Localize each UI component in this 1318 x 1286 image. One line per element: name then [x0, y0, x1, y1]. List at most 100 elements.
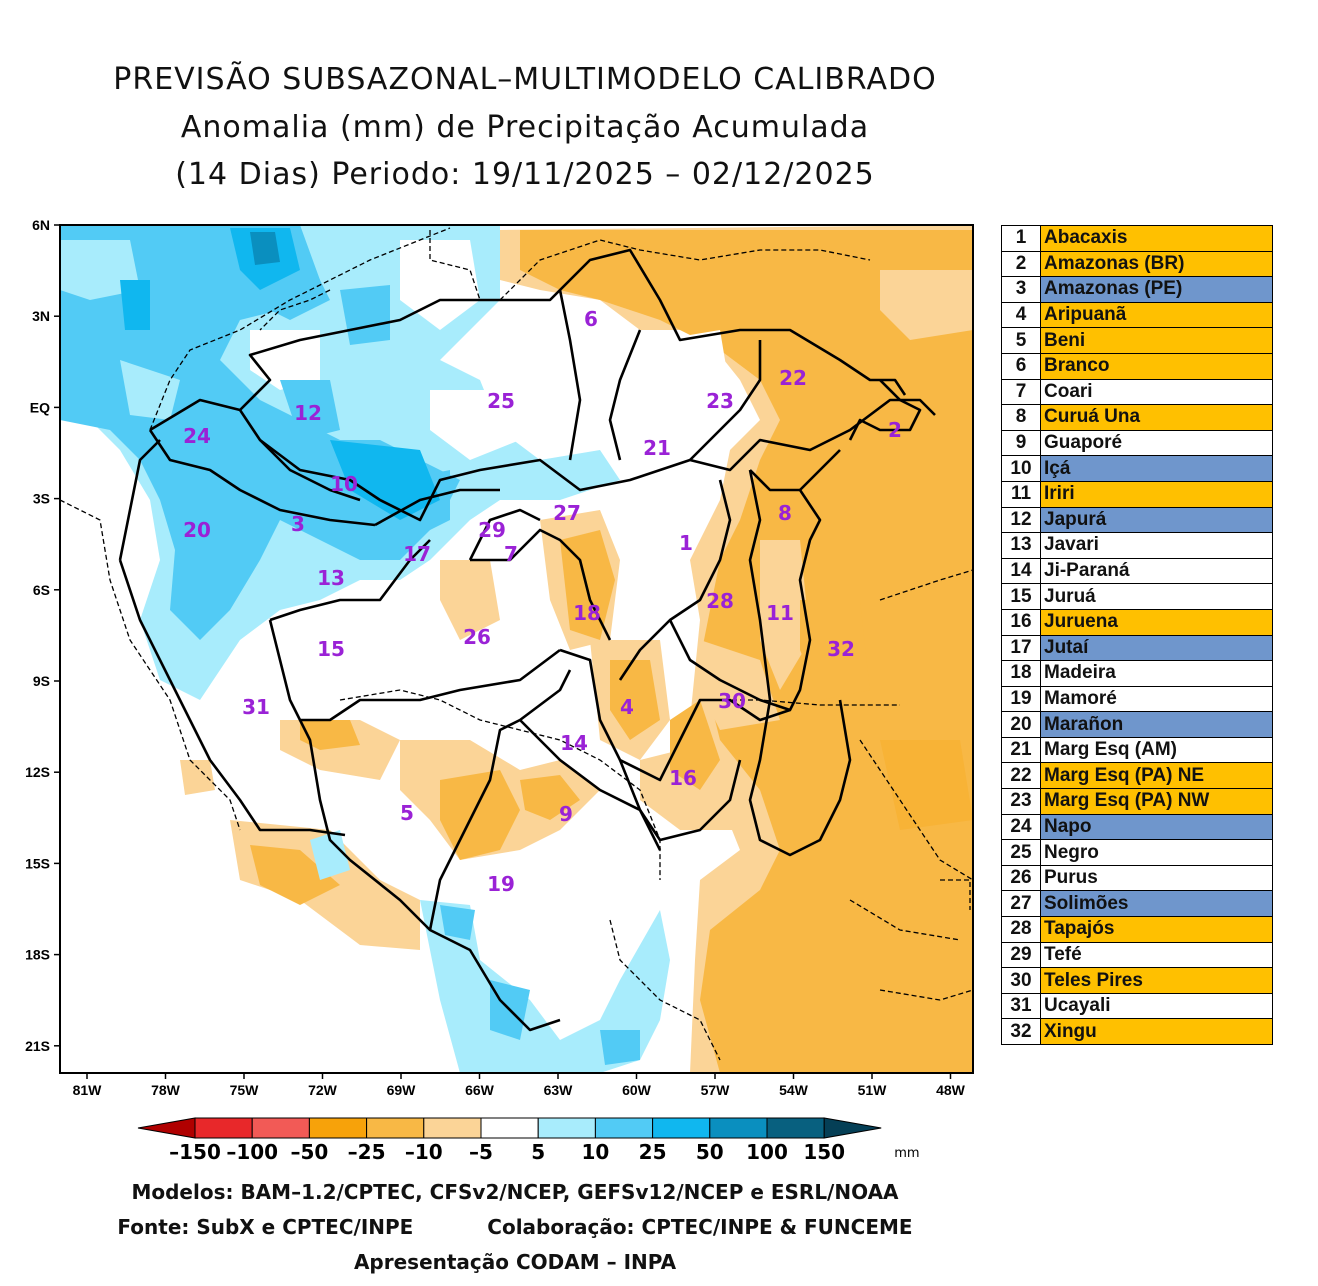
- legend-basin-name: Amazonas (PE): [1040, 276, 1273, 303]
- legend-number: 32: [1001, 1018, 1041, 1045]
- lat-label: 18S: [25, 947, 50, 963]
- legend-number: 30: [1001, 967, 1041, 994]
- legend-basin-name: Marg Esq (AM): [1040, 736, 1273, 764]
- basin-label-6: 6: [584, 307, 598, 331]
- colorbar-tick-label: 100: [746, 1140, 788, 1164]
- basin-number-labels: 1234567891011121314151617181920212223242…: [183, 307, 902, 896]
- lon-label: 51W: [858, 1082, 888, 1098]
- credits-collab: Colaboração: CPTEC/INPE & FUNCEME: [487, 1215, 913, 1239]
- legend-basin-name: Branco: [1040, 352, 1273, 380]
- basin-label-13: 13: [317, 566, 345, 590]
- legend-number: 10: [1001, 455, 1041, 482]
- legend-basin-name: Iriri: [1040, 480, 1273, 508]
- legend-number: 19: [1001, 685, 1041, 713]
- legend-row: 24 Napo: [1001, 813, 1273, 841]
- basin-label-27: 27: [553, 501, 581, 525]
- basin-label-9: 9: [559, 802, 573, 826]
- lat-label: 6N: [32, 217, 50, 233]
- legend-number: 9: [1001, 429, 1041, 457]
- legend-basin-name: Marg Esq (PA) NW: [1040, 788, 1273, 815]
- colorbar-tick-label: –10: [405, 1140, 443, 1164]
- longitude-axis: 81W 78W 75W 72W 69W 66W 63W 60W 57W 54W 51W 48W: [73, 1073, 966, 1098]
- legend-row: 14 Ji-Paraná: [1001, 557, 1273, 585]
- legend-number: 15: [1001, 583, 1041, 610]
- legend-row: 26 Purus: [1001, 864, 1273, 892]
- lon-label: 78W: [151, 1082, 181, 1098]
- legend-basin-name: Marg Esq (PA) NE: [1040, 762, 1273, 790]
- basin-boundaries: [118, 248, 936, 1032]
- colorbar-segment: [652, 1117, 711, 1139]
- legend-basin-name: Coari: [1040, 378, 1273, 406]
- legend-row: 1 Abacaxis: [1001, 225, 1273, 252]
- legend-basin-name: Beni: [1040, 327, 1273, 354]
- legend-number: 12: [1001, 506, 1041, 534]
- lat-label: EQ: [30, 399, 50, 415]
- legend-number: 7: [1001, 378, 1041, 406]
- basin-label-16: 16: [669, 766, 697, 790]
- basin-label-17: 17: [403, 542, 431, 566]
- title-line-3: (14 Dias) Periodo: 19/11/2025 – 02/12/20…: [175, 157, 875, 192]
- colorbar-tick-label: 5: [531, 1140, 545, 1164]
- lat-label: 3N: [32, 308, 50, 324]
- colorbar-tick-label: –150: [169, 1140, 221, 1164]
- basin-legend-table: 1 Abacaxis 2 Amazonas (BR) 3 Amazonas (PE) 4 Ar…: [1001, 225, 1273, 1045]
- legend-number: 3: [1001, 276, 1041, 303]
- legend-basin-name: Marañon: [1040, 711, 1273, 738]
- lon-label: 66W: [465, 1082, 495, 1098]
- lat-label: 9S: [33, 673, 50, 689]
- legend-row: 32 Xingu: [1001, 1018, 1273, 1045]
- basin-label-23: 23: [706, 389, 734, 413]
- lon-label: 75W: [230, 1082, 260, 1098]
- title-line-2: Anomalia (mm) de Precipitação Acumulada: [180, 110, 870, 145]
- legend-number: 17: [1001, 634, 1041, 662]
- basin-label-14: 14: [560, 731, 588, 755]
- credits-source-collab: Fonte: SubX e CPTEC/INPE Colaboração: CP…: [0, 1215, 1030, 1239]
- legend-row: 17 Jutaí: [1001, 634, 1273, 662]
- colorbar-segment: [766, 1117, 825, 1139]
- basin-label-22: 22: [779, 366, 807, 390]
- legend-row: 12 Japurá: [1001, 506, 1273, 534]
- basin-label-28: 28: [706, 589, 734, 613]
- legend-basin-name: Tapajós: [1040, 916, 1273, 943]
- lon-label: 69W: [387, 1082, 417, 1098]
- legend-basin-name: Abacaxis: [1040, 225, 1273, 252]
- map-frame: [59, 224, 974, 1074]
- legend-number: 2: [1001, 250, 1041, 278]
- lat-label: 6S: [33, 582, 50, 598]
- colorbar-tick-label: –25: [348, 1140, 386, 1164]
- colorbar-tick-label: 25: [639, 1140, 667, 1164]
- legend-basin-name: Juruá: [1040, 583, 1273, 610]
- colorbar-tick-label: –50: [290, 1140, 328, 1164]
- basin-label-26: 26: [463, 625, 491, 649]
- legend-number: 29: [1001, 941, 1041, 969]
- basin-label-7: 7: [504, 542, 518, 566]
- legend-row: 4 Aripuanã: [1001, 301, 1273, 329]
- legend-number: 16: [1001, 608, 1041, 636]
- country-boundaries: [60, 227, 973, 1061]
- basin-label-5: 5: [400, 801, 414, 825]
- basin-label-18: 18: [573, 601, 601, 625]
- basin-label-21: 21: [643, 436, 671, 460]
- legend-row: 13 Javari: [1001, 532, 1273, 559]
- legend-number: 11: [1001, 480, 1041, 508]
- legend-row: 30 Teles Pires: [1001, 967, 1273, 994]
- legend-basin-name: Ji-Paraná: [1040, 557, 1273, 585]
- legend-basin-name: Purus: [1040, 864, 1273, 892]
- colorbar-segment: [308, 1117, 368, 1139]
- colorbar-segment: [709, 1117, 768, 1139]
- legend-basin-name: Guaporé: [1040, 429, 1273, 457]
- colorbar-tick-label: 10: [581, 1140, 609, 1164]
- colorbar-unit: mm: [894, 1146, 919, 1161]
- legend-basin-name: Tefé: [1040, 941, 1273, 969]
- basin-label-29: 29: [478, 518, 506, 542]
- lon-label: 72W: [308, 1082, 338, 1098]
- legend-row: 7 Coari: [1001, 378, 1273, 406]
- credits-models: Modelos: BAM–1.2/CPTEC, CFSv2/NCEP, GEFS…: [131, 1180, 899, 1204]
- legend-number: 28: [1001, 916, 1041, 943]
- lat-label: 12S: [25, 764, 50, 780]
- latitude-axis: 6N 3N EQ 3S 6S 9S 12S 15S 18S 21S: [25, 217, 60, 1054]
- legend-basin-name: Mamoré: [1040, 685, 1273, 713]
- lon-label: 48W: [936, 1082, 966, 1098]
- legend-number: 6: [1001, 352, 1041, 380]
- legend-basin-name: Amazonas (BR): [1040, 250, 1273, 278]
